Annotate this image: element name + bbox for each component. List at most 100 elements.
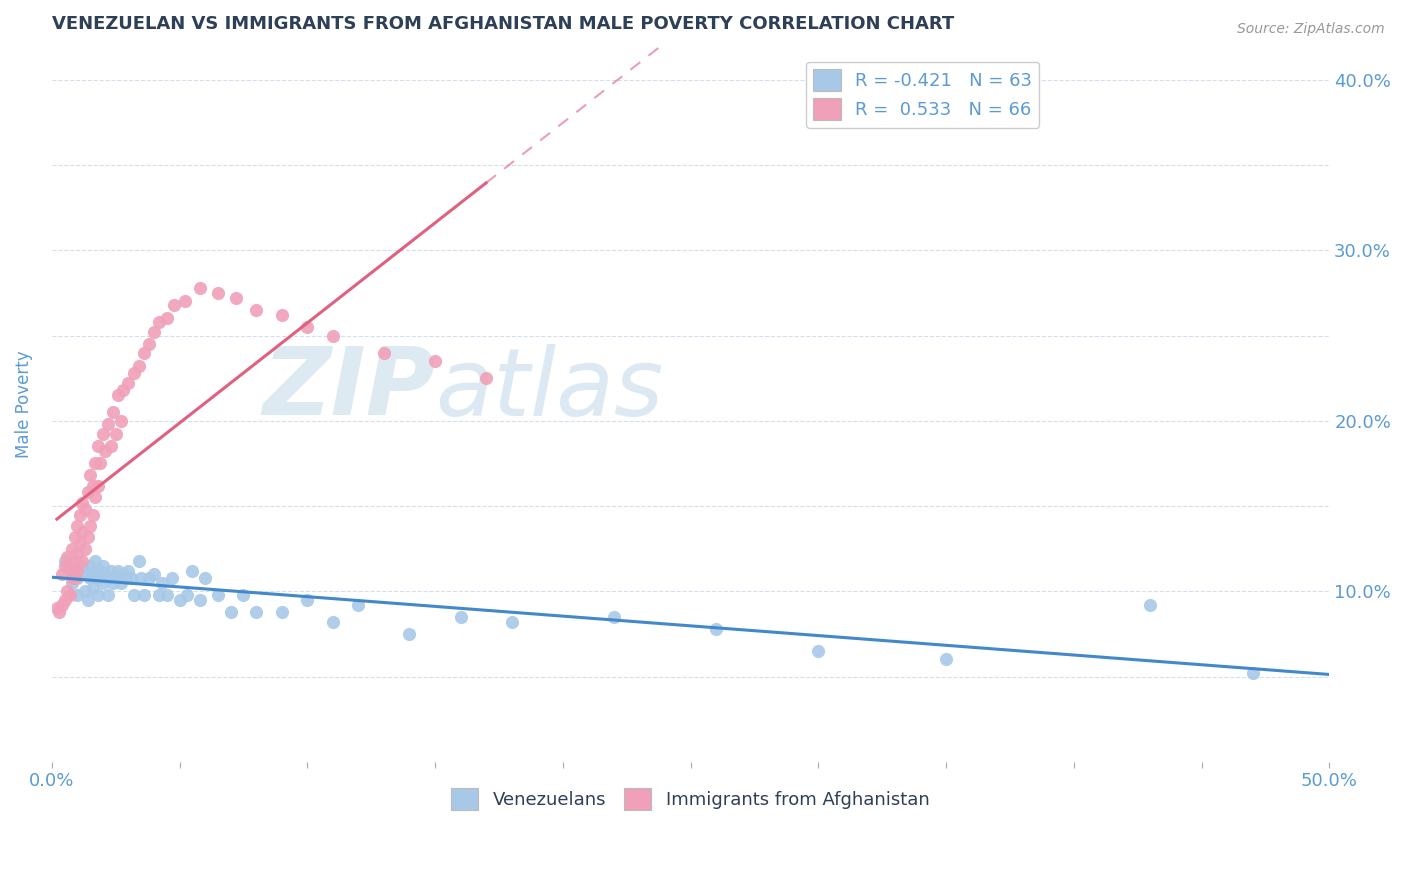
Point	[48, 605, 70, 619]
Point	[122, 366, 145, 380]
Point	[91, 575, 114, 590]
Point	[156, 311, 179, 326]
Point	[176, 588, 198, 602]
Point	[89, 564, 111, 578]
Point	[76, 592, 98, 607]
Point	[72, 495, 94, 509]
Point	[156, 588, 179, 602]
Point	[163, 298, 186, 312]
Point	[73, 541, 96, 556]
Point	[66, 564, 89, 578]
Point	[73, 502, 96, 516]
Point	[87, 478, 110, 492]
Point	[79, 558, 101, 573]
Point	[110, 575, 132, 590]
Point	[63, 553, 86, 567]
Point	[117, 376, 139, 391]
Point	[148, 315, 170, 329]
Point	[56, 584, 79, 599]
Point	[97, 417, 120, 432]
Point	[148, 588, 170, 602]
Point	[501, 615, 523, 629]
Point	[450, 610, 472, 624]
Point	[73, 584, 96, 599]
Point	[101, 575, 124, 590]
Point	[807, 644, 830, 658]
Point	[82, 564, 104, 578]
Point	[72, 553, 94, 567]
Point	[142, 325, 165, 339]
Point	[51, 567, 73, 582]
Point	[142, 567, 165, 582]
Point	[87, 588, 110, 602]
Point	[188, 592, 211, 607]
Point	[84, 553, 107, 567]
Point	[347, 598, 370, 612]
Point	[87, 439, 110, 453]
Point	[97, 588, 120, 602]
Point	[207, 588, 229, 602]
Point	[245, 302, 267, 317]
Point	[128, 359, 150, 374]
Point	[59, 558, 82, 573]
Point	[373, 345, 395, 359]
Point	[63, 530, 86, 544]
Point	[423, 354, 446, 368]
Point	[72, 558, 94, 573]
Point	[66, 547, 89, 561]
Point	[181, 564, 204, 578]
Point	[91, 427, 114, 442]
Point	[97, 571, 120, 585]
Point	[59, 588, 82, 602]
Point	[53, 592, 76, 607]
Point	[110, 414, 132, 428]
Point	[322, 328, 344, 343]
Point	[1241, 666, 1264, 681]
Point	[60, 564, 83, 578]
Point	[188, 281, 211, 295]
Point	[104, 571, 127, 585]
Point	[322, 615, 344, 629]
Text: ZIP: ZIP	[262, 343, 434, 435]
Point	[935, 652, 957, 666]
Point	[82, 478, 104, 492]
Point	[207, 285, 229, 300]
Text: Source: ZipAtlas.com: Source: ZipAtlas.com	[1237, 22, 1385, 37]
Point	[72, 524, 94, 539]
Point	[225, 291, 247, 305]
Point	[138, 337, 160, 351]
Point	[63, 564, 86, 578]
Point	[132, 345, 155, 359]
Point	[270, 308, 292, 322]
Point	[603, 610, 626, 624]
Point	[297, 592, 319, 607]
Point	[51, 598, 73, 612]
Point	[107, 564, 129, 578]
Point	[84, 491, 107, 505]
Point	[60, 571, 83, 585]
Point	[104, 427, 127, 442]
Point	[232, 588, 254, 602]
Point	[112, 567, 135, 582]
Point	[56, 550, 79, 565]
Point	[122, 588, 145, 602]
Point	[150, 575, 173, 590]
Point	[87, 571, 110, 585]
Point	[120, 571, 142, 585]
Point	[245, 605, 267, 619]
Point	[76, 485, 98, 500]
Point	[398, 627, 420, 641]
Point	[69, 508, 91, 522]
Point	[63, 571, 86, 585]
Point	[704, 622, 727, 636]
Point	[60, 575, 83, 590]
Point	[91, 558, 114, 573]
Point	[129, 571, 152, 585]
Point	[60, 541, 83, 556]
Text: atlas: atlas	[434, 344, 664, 435]
Point	[84, 457, 107, 471]
Point	[132, 588, 155, 602]
Point	[73, 567, 96, 582]
Y-axis label: Male Poverty: Male Poverty	[15, 350, 32, 458]
Point	[101, 405, 124, 419]
